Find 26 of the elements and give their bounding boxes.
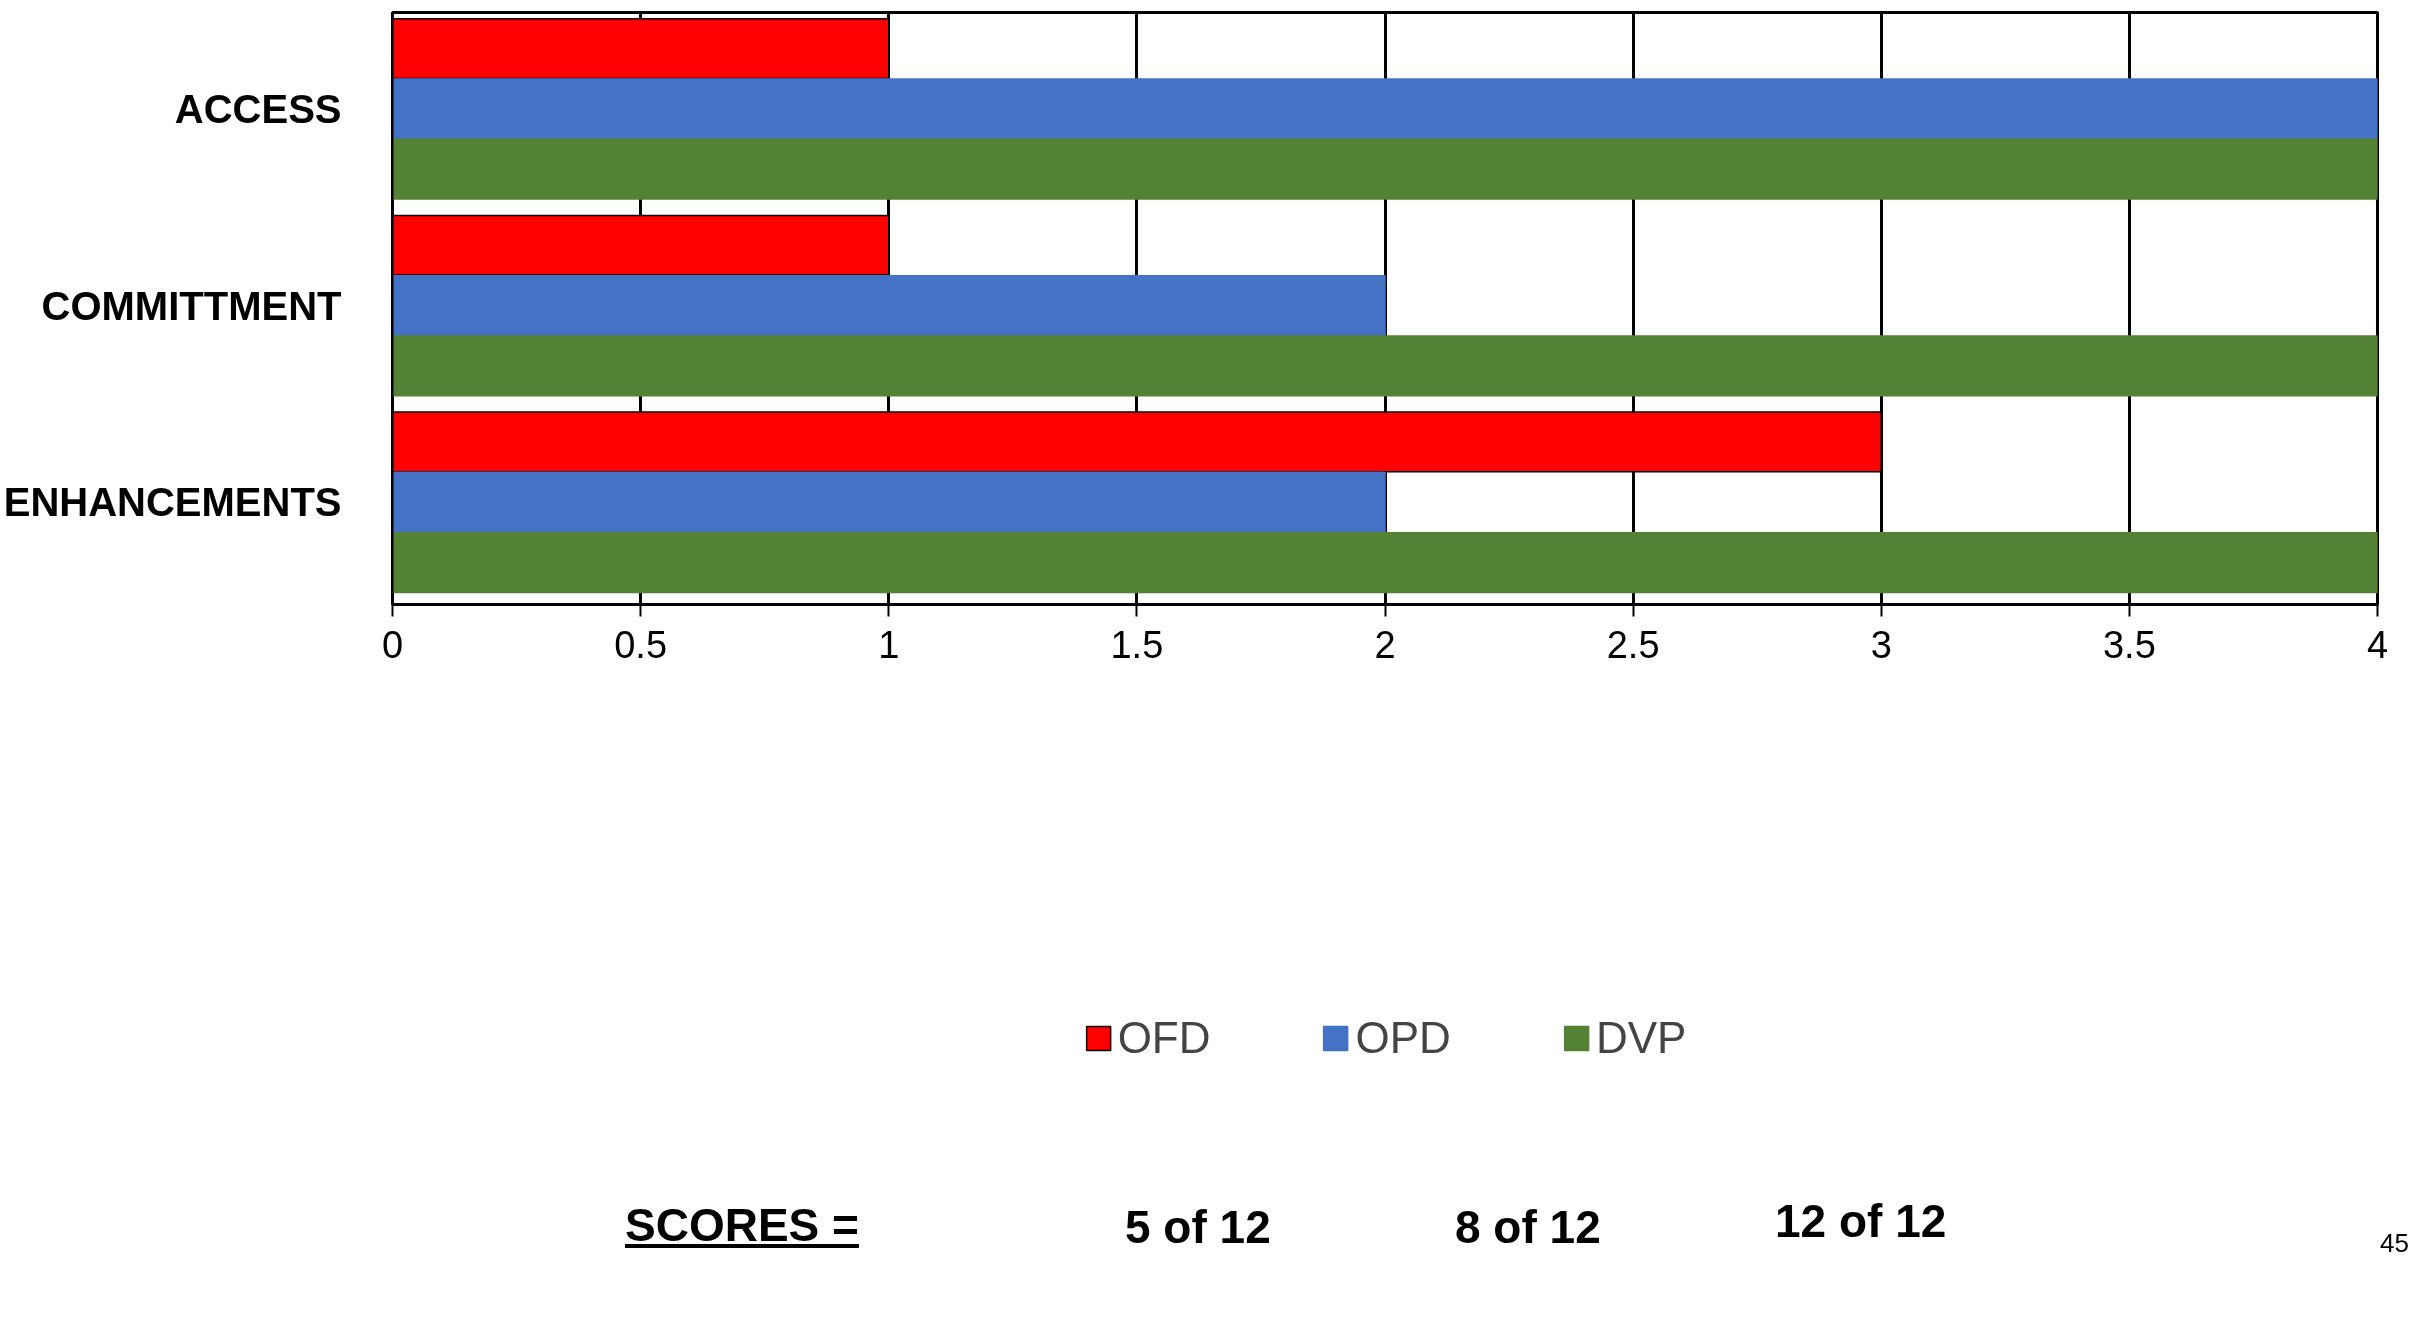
text: 12 of 12	[1775, 1194, 1947, 1249]
bar	[392, 138, 2378, 200]
text: SCORES =	[625, 1198, 859, 1253]
x-tick-label: 1.5	[1110, 623, 1164, 666]
x-tick-label: 2.5	[1606, 623, 1660, 666]
x-tick-label: 4	[2366, 623, 2389, 666]
y-tick-label: ACCESS	[174, 86, 342, 131]
text: 45	[2380, 1227, 2409, 1260]
y-tick-label: COMMITTMENT	[41, 283, 342, 328]
bar	[392, 335, 2378, 397]
x-tick-label: 1	[878, 623, 900, 666]
bar	[392, 471, 1386, 533]
legend-label: OPD	[1355, 1012, 1451, 1063]
legend-label: DVP	[1595, 1012, 1687, 1063]
x-tick-label: 2	[1374, 623, 1396, 666]
x-tick-label: 3	[1870, 623, 1892, 666]
y-tick-label: ENHANCEMENTS	[3, 480, 342, 525]
bar	[392, 274, 1386, 337]
bar	[392, 78, 2378, 140]
text: 5 of 12	[1125, 1200, 1271, 1255]
bar	[392, 531, 2378, 594]
x-tick-label: 3.5	[2102, 623, 2156, 666]
x-tick-label: 0.5	[614, 623, 668, 666]
text: 8 of 12	[1455, 1200, 1601, 1255]
x-tick-label: 0	[381, 623, 404, 666]
legend-label: OFD	[1117, 1012, 1211, 1063]
